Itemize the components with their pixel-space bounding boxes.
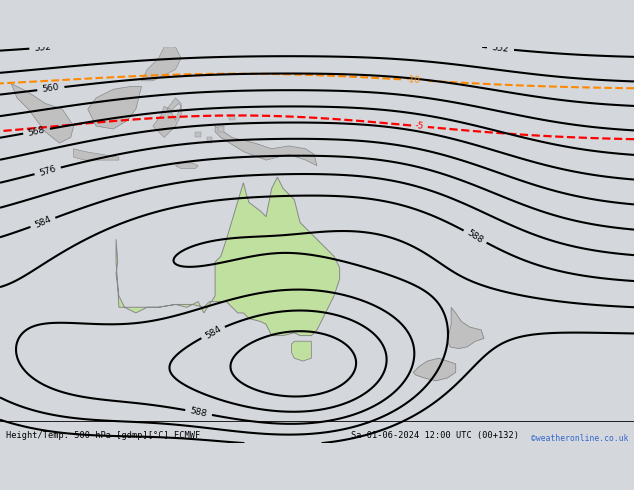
Polygon shape [87,87,141,129]
Text: 584: 584 [33,215,53,230]
Text: -10: -10 [406,75,421,85]
Polygon shape [195,132,201,138]
Text: 588: 588 [465,228,485,245]
Polygon shape [116,177,340,336]
Polygon shape [447,307,484,348]
Polygon shape [292,341,311,361]
Text: 576: 576 [38,164,57,178]
Polygon shape [215,126,317,166]
Polygon shape [413,358,456,381]
Text: 552: 552 [34,43,52,53]
Polygon shape [153,98,181,138]
Text: 568: 568 [27,125,46,138]
Polygon shape [176,163,198,169]
Polygon shape [11,84,74,143]
Text: ©weatheronline.co.uk: ©weatheronline.co.uk [531,434,628,442]
Text: Sa 01-06-2024 12:00 UTC (00+132): Sa 01-06-2024 12:00 UTC (00+132) [351,431,519,441]
Text: 588: 588 [189,406,208,419]
Polygon shape [141,47,181,81]
Text: 552: 552 [491,43,510,54]
Polygon shape [230,115,235,121]
Polygon shape [218,126,224,132]
Polygon shape [74,149,119,160]
Text: 584: 584 [204,324,223,341]
Text: -5: -5 [415,121,425,131]
Text: 560: 560 [42,83,60,94]
Text: Height/Temp. 500 hPa [gdmp][°C] ECMWF: Height/Temp. 500 hPa [gdmp][°C] ECMWF [6,431,200,441]
Polygon shape [207,138,212,143]
